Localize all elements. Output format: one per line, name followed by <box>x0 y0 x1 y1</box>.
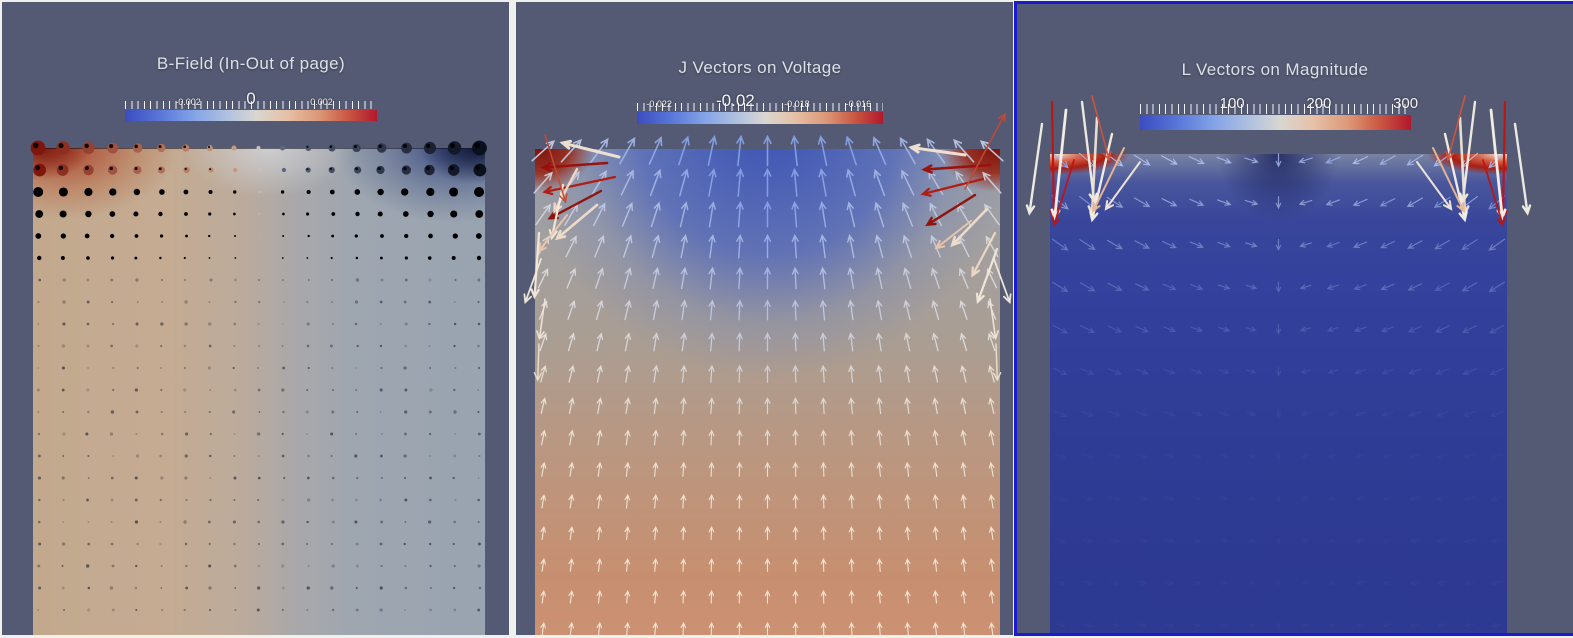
scalar-bar[interactable]: -0.00200.002 <box>125 89 377 121</box>
bfield-render-area[interactable] <box>30 140 487 635</box>
render-view-l-vectors[interactable]: L Vectors on Magnitude 100200300 <box>1014 1 1573 636</box>
render-view-bfield[interactable]: B-Field (In-Out of page) -0.00200.002 <box>2 2 509 635</box>
sphere-glyph-layer <box>30 140 487 612</box>
scalar-bar-ticks <box>637 103 883 111</box>
view-title: L Vectors on Magnitude <box>1181 60 1369 79</box>
view-title: B-Field (In-Out of page) <box>156 54 346 73</box>
render-view-j-vectors[interactable]: J Vectors on Voltage -0.022-0.02-0.018-0… <box>516 2 1013 635</box>
scalar-bar[interactable]: -0.022-0.02-0.018-0.016 <box>637 91 883 124</box>
arrow-glyph-layer <box>1025 95 1532 630</box>
scalar-bar-gradient <box>637 112 883 124</box>
scalar-bar-ticks <box>125 101 377 109</box>
l-vectors-render-area[interactable] <box>1025 95 1532 633</box>
view-title: J Vectors on Voltage <box>678 58 842 77</box>
j-vectors-render-area[interactable] <box>523 112 1012 635</box>
scalar-bar-ticks <box>1140 104 1411 114</box>
scalar-bar-gradient <box>1140 115 1411 130</box>
arrow-glyph-layer <box>523 112 1012 635</box>
scalar-bar-gradient <box>125 110 377 121</box>
scalar-bar-label: 0 <box>246 89 256 108</box>
scalar-bar[interactable]: 100200300 <box>1140 95 1418 130</box>
